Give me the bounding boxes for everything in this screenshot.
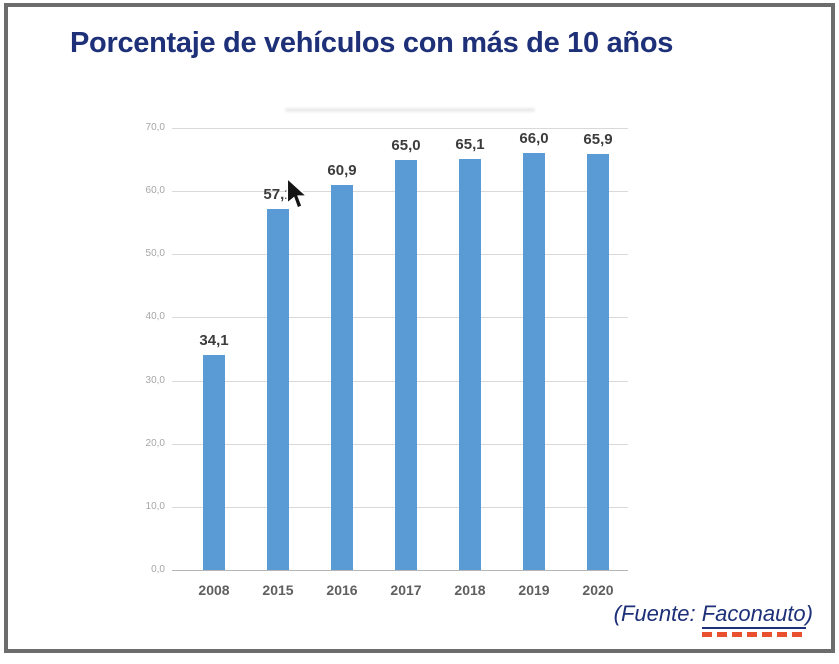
x-axis-label: 2020 xyxy=(582,582,614,598)
x-axis-label: 2008 xyxy=(198,582,230,598)
bar-value-label: 65,9 xyxy=(583,130,613,148)
bar-value-label: 65,0 xyxy=(391,136,421,154)
bar-value-label: 65,1 xyxy=(455,135,485,153)
mouse-cursor-icon xyxy=(286,177,310,210)
artifact-smudge xyxy=(285,108,535,112)
bar-2015 xyxy=(267,209,289,570)
bar-2018 xyxy=(459,158,481,570)
x-axis-label: 2017 xyxy=(390,582,422,598)
chart-title: Porcentaje de vehículos con más de 10 añ… xyxy=(70,27,674,59)
bar-2008 xyxy=(203,354,225,570)
bar-2016 xyxy=(331,185,353,570)
x-axis-label: 2019 xyxy=(518,582,550,598)
x-axis-label: 2015 xyxy=(262,582,294,598)
x-axis-label: 2016 xyxy=(326,582,358,598)
y-tick-label: 30,0 xyxy=(145,374,165,386)
y-tick-label: 20,0 xyxy=(145,437,165,449)
x-axis-line xyxy=(172,570,628,571)
bar-2017 xyxy=(395,159,417,570)
source-prefix: (Fuente: xyxy=(613,601,702,626)
bar-2019 xyxy=(523,153,545,570)
bar-value-label: 60,9 xyxy=(327,162,357,180)
y-tick-label: 40,0 xyxy=(145,311,165,323)
source-suffix: ) xyxy=(805,601,813,626)
y-tick-label: 70,0 xyxy=(145,122,165,133)
y-tick-label: 60,0 xyxy=(145,185,165,197)
window-frame xyxy=(4,3,835,653)
source-link[interactable]: Faconauto xyxy=(701,601,806,637)
bar-value-label: 66,0 xyxy=(519,130,549,148)
y-tick-label: 0,0 xyxy=(151,564,165,575)
bar-value-label: 34,1 xyxy=(199,331,229,349)
gridline xyxy=(172,128,628,129)
x-axis-label: 2018 xyxy=(454,582,486,598)
source-attribution: (Fuente: Faconauto) xyxy=(613,601,813,637)
y-tick-label: 10,0 xyxy=(145,500,165,512)
bar-value-label: 57,1 xyxy=(263,186,293,204)
bar-2020 xyxy=(587,153,609,570)
y-tick-label: 50,0 xyxy=(145,248,165,260)
